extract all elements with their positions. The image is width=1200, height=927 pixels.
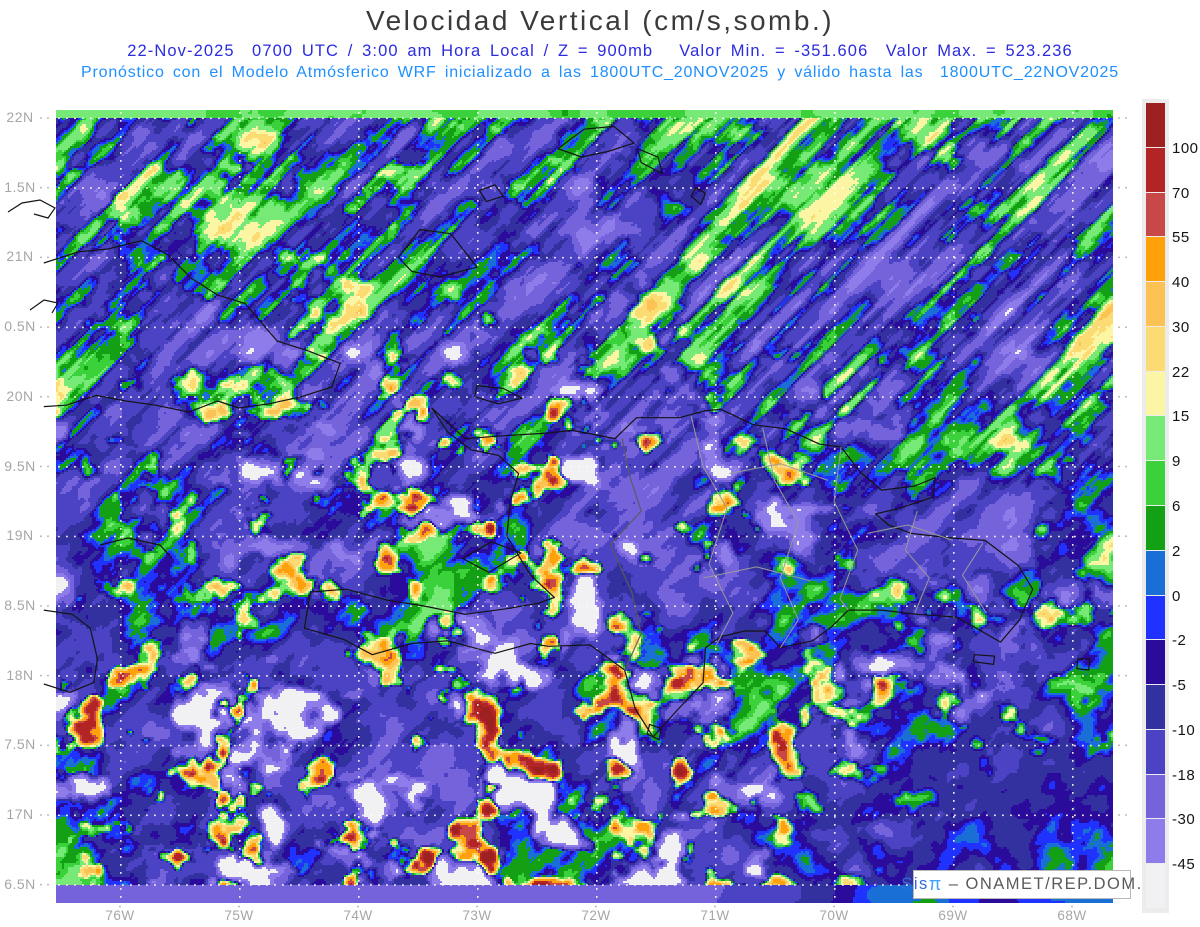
y-tick-label: 1.5N (4, 178, 36, 195)
colorbar-tick-label: -10 (1172, 721, 1196, 739)
colorbar-tick-label: -5 (1172, 677, 1187, 695)
colorbar-tick-label: 9 (1172, 453, 1181, 471)
y-tick-label: 21N (6, 248, 34, 265)
velocity-field-canvas (56, 110, 1113, 903)
colorbar-tick-label: 100 (1172, 139, 1199, 157)
colorbar-segment (1146, 685, 1165, 729)
y-tick-label: 7.5N (4, 736, 36, 753)
model-run-line: Pronóstico con el Modelo Atmósferico WRF… (81, 64, 1119, 81)
colorbar-segment (1146, 729, 1165, 774)
colorbar-segment (1146, 819, 1165, 864)
colorbar-segment (1146, 595, 1165, 640)
colorbar-segment (1146, 640, 1165, 685)
watermark-text: – ONAMET/REP.DOM. (942, 875, 1143, 893)
y-tick-label: 17N (6, 806, 34, 822)
colorbar-tick-label: -18 (1172, 766, 1196, 784)
colorbar-tick-label: 40 (1172, 274, 1190, 292)
colorbar-segment (1146, 192, 1165, 237)
colorbar-segment (1146, 461, 1165, 505)
watermark-box: Sis π – ONAMET/REP.DOM. (901, 870, 1141, 899)
x-tick-label: 74W (343, 908, 373, 923)
y-tick-label: 6.5N (4, 875, 36, 892)
colorbar-tick-label: -30 (1172, 811, 1196, 829)
valid-time-line: 22-Nov-2025 0700 UTC / 3:00 am Hora Loca… (127, 42, 1073, 60)
x-tick-label: 68W (1057, 908, 1087, 923)
x-tick-label: 70W (819, 908, 849, 923)
y-tick-label: 19N (6, 527, 34, 544)
x-tick-label: 69W (938, 908, 968, 923)
watermark-brand: Sis (901, 875, 929, 893)
y-tick-label: 8.5N (4, 596, 36, 613)
y-tick-label: 20N (6, 387, 34, 404)
colorbar-tick-label: 2 (1172, 542, 1181, 560)
y-tick-label: 9.5N (4, 457, 36, 474)
coast-fragment (29, 299, 59, 314)
colorbar-tick-label: 70 (1172, 184, 1190, 202)
x-tick-label: 76W (105, 908, 135, 923)
coast-fragment (7, 199, 56, 219)
colorbar-tick-label: 55 (1172, 229, 1190, 247)
colorbar-tick-label: 15 (1172, 408, 1190, 426)
x-tick-label: 73W (462, 908, 492, 923)
colorbar-segment (1146, 416, 1165, 461)
colorbar-segment (1146, 237, 1165, 282)
colorbar-segment (1146, 774, 1165, 819)
colorbar-segment (1146, 147, 1165, 192)
colorbar-tick-label: 22 (1172, 363, 1190, 381)
x-tick-label: 75W (224, 908, 254, 923)
x-tick-label: 72W (581, 908, 611, 923)
colorbar-segment (1146, 506, 1165, 550)
colorbar-tick-label: -45 (1172, 856, 1196, 874)
page-title: Velocidad Vertical (cm/s,somb.) (365, 5, 835, 36)
y-tick-label: 22N (6, 109, 34, 125)
x-tick-label: 71W (700, 908, 730, 923)
colorbar-segment (1146, 103, 1165, 147)
colorbar-tick-label: 0 (1172, 587, 1181, 605)
colorbar-segment (1146, 326, 1165, 371)
pi-symbol: π (928, 874, 943, 894)
colorbar-tick-label: 30 (1172, 318, 1190, 336)
colorbar-segment (1146, 550, 1165, 595)
y-tick-label: 18N (6, 666, 34, 683)
colorbar-segment (1146, 864, 1165, 909)
colorbar-segment (1146, 371, 1165, 416)
y-tick-label: 0.5N (4, 318, 36, 335)
map-plot-area (56, 110, 1113, 903)
colorbar-tick-label: -2 (1172, 632, 1187, 650)
colorbar-tick-label: 6 (1172, 498, 1181, 516)
colorbar-segment (1146, 282, 1165, 326)
